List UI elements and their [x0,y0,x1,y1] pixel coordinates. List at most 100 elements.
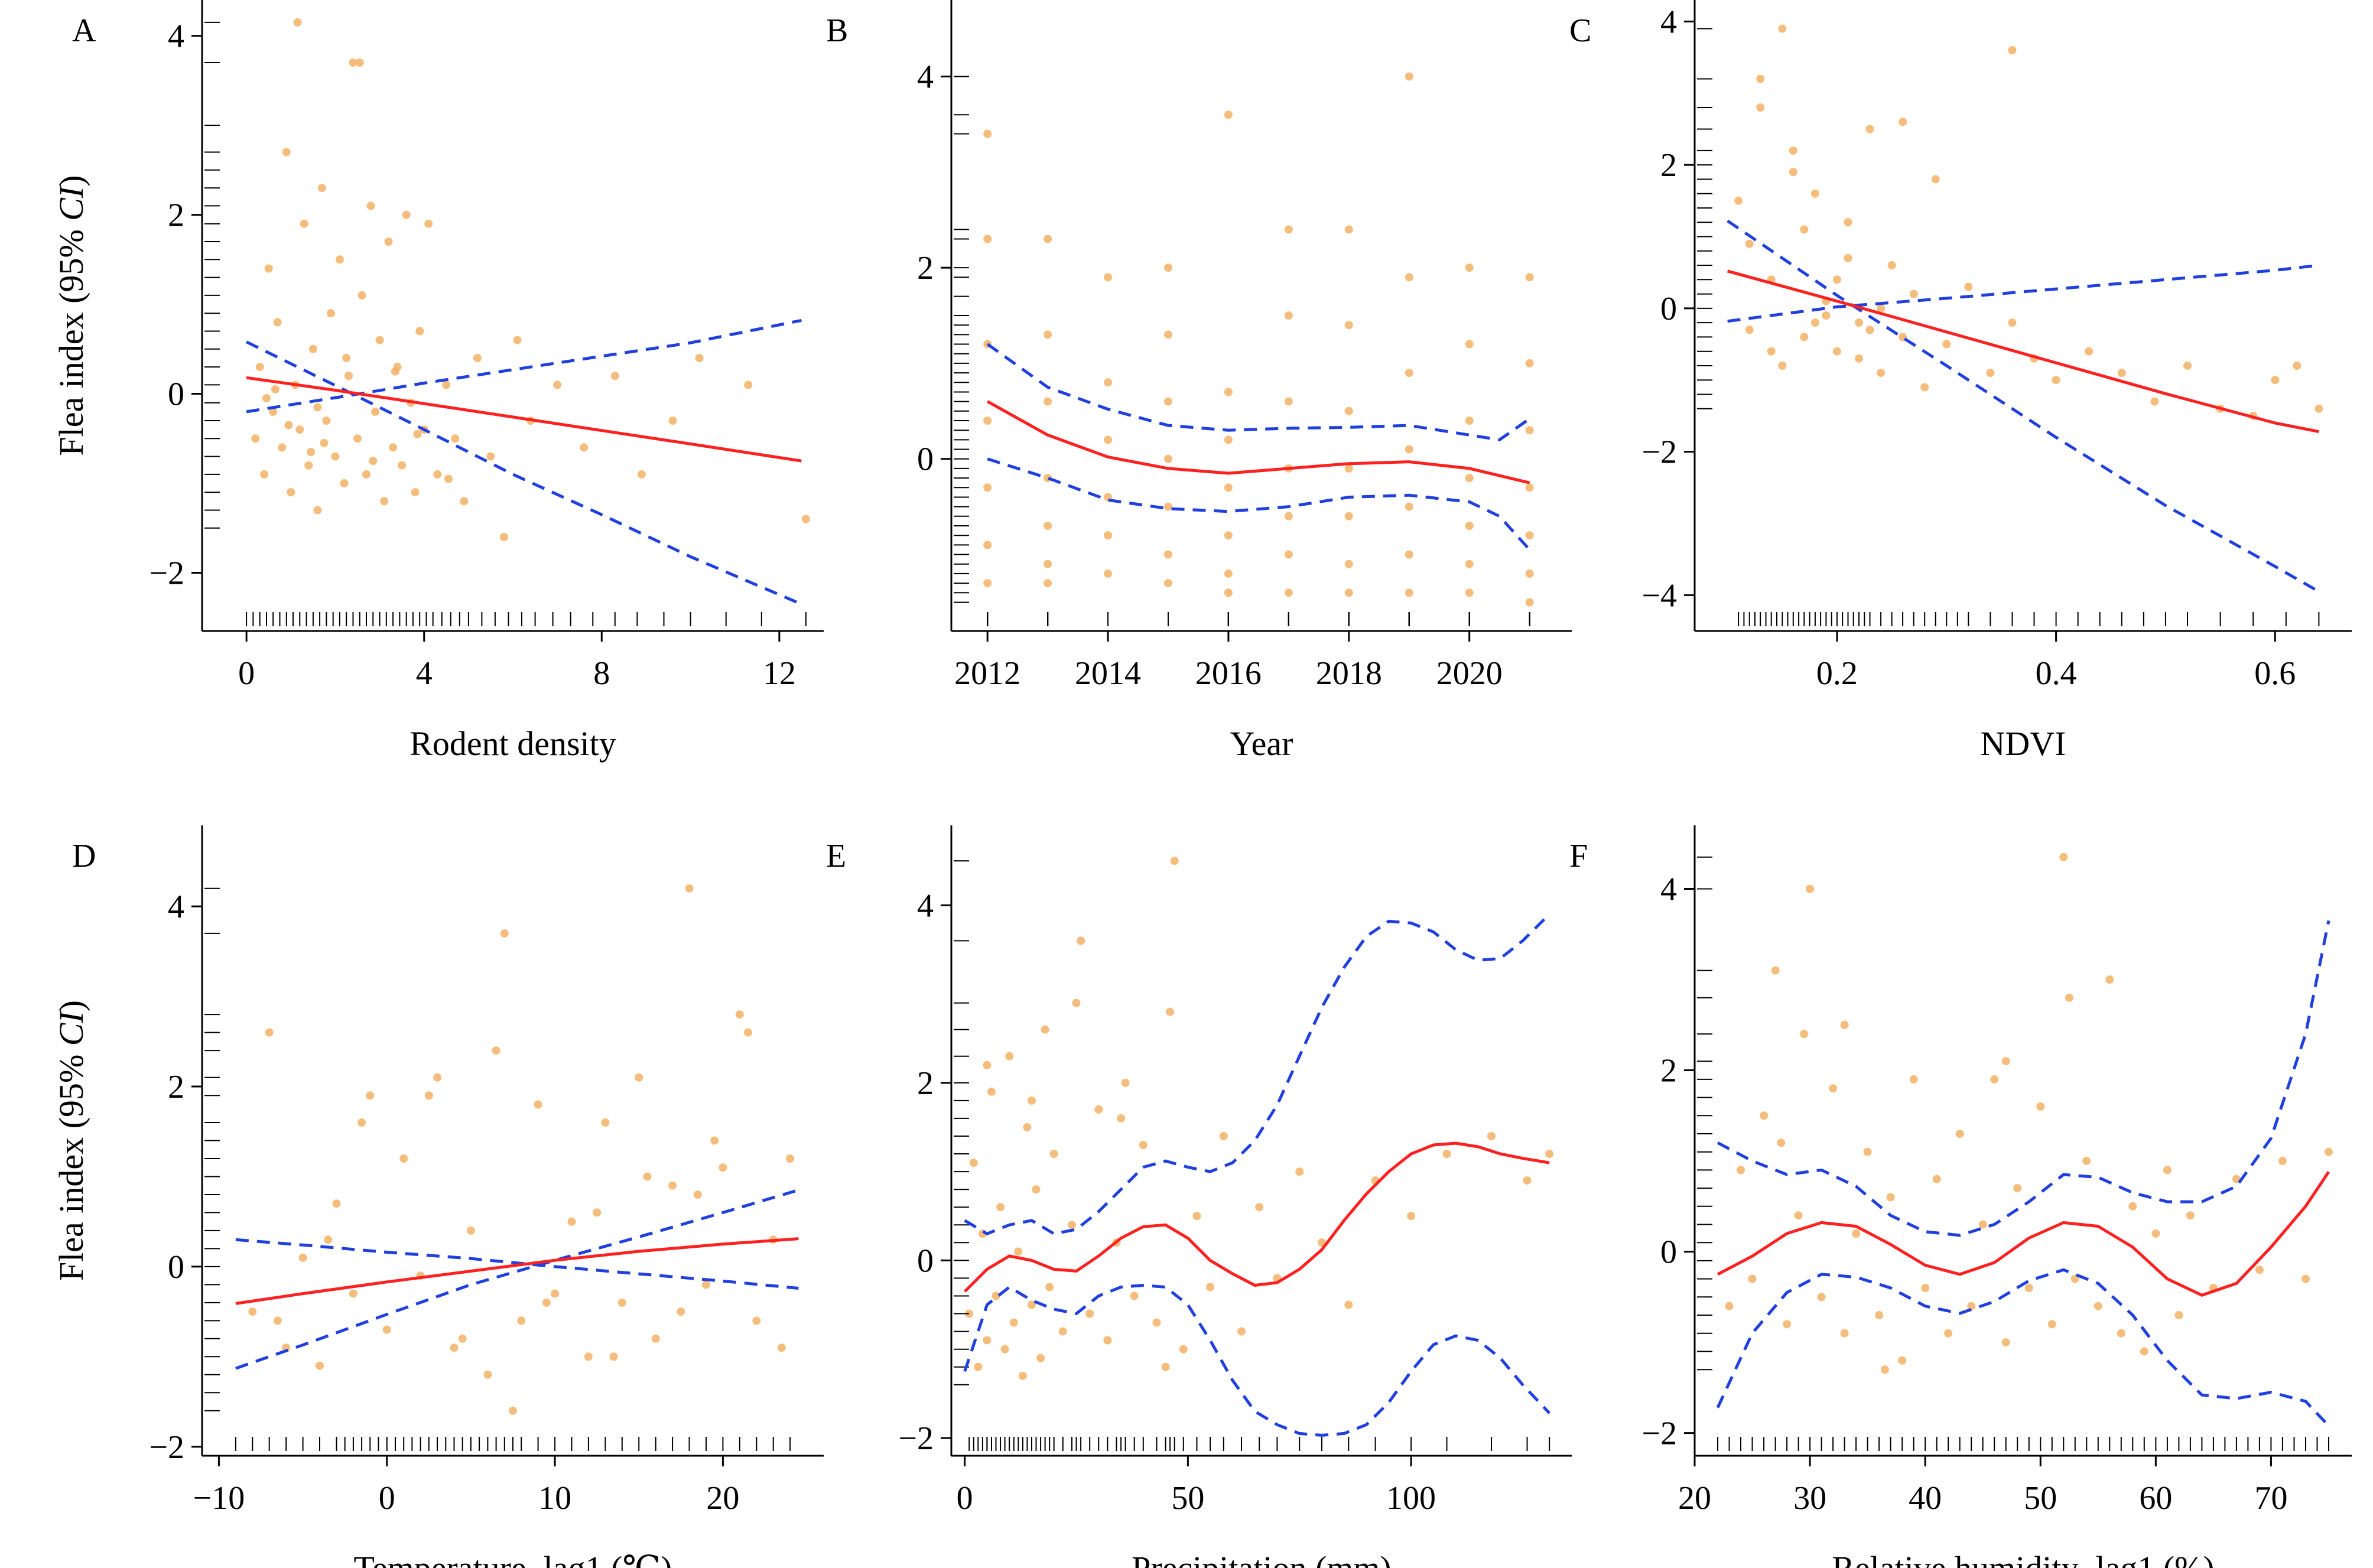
data-point [1224,435,1233,444]
data-point [1164,454,1172,463]
data-point [1523,1176,1532,1185]
data-point [1117,1114,1126,1123]
data-point [1465,417,1474,425]
data-point [380,497,389,506]
data-point [1284,588,1293,597]
data-point [1224,110,1233,119]
x-axis-title: Precipitation (mm) [1132,1549,1392,1568]
data-point [322,417,331,425]
data-point [1284,550,1293,559]
y-tick-label: 4 [168,889,184,925]
data-point [1405,273,1413,282]
data-point [1725,1302,1734,1310]
data-point [1875,1311,1884,1319]
data-point [2008,318,2017,327]
data-point [517,1316,526,1325]
data-point [974,1362,983,1371]
data-point [801,515,810,523]
y-axis-title: Flea index (95% CI) [52,175,90,456]
rug-marks [204,21,807,626]
x-tick-label: 10 [538,1480,571,1517]
data-point [1465,522,1474,530]
data-point [1164,263,1172,272]
data-point [1800,333,1809,341]
y-tick-label: 4 [917,887,934,924]
y-tick-label: 4 [168,18,184,55]
data-point [1130,1292,1139,1300]
y-tick-label: 0 [917,1242,934,1279]
x-tick-label: 0.2 [1816,655,1858,692]
data-point [260,470,269,479]
data-point [1104,569,1112,578]
x-tick-label: 30 [1793,1480,1826,1517]
x-tick-label: 100 [1386,1480,1436,1517]
x-tick-label: 4 [416,655,433,692]
data-point [1023,1123,1032,1131]
data-point [382,1325,391,1334]
fit-line [963,1141,1550,1293]
data-point [1085,1309,1094,1318]
data-point [1806,884,1815,893]
data-point [1899,118,1907,126]
data-point [2117,1329,2125,1338]
data-point [444,474,453,483]
data-point [668,1181,677,1190]
data-point [369,457,378,466]
data-point [1094,1105,1103,1114]
data-point [1794,1211,1803,1220]
data-point [1077,936,1085,945]
data-point [2150,397,2159,406]
data-point [1344,559,1353,568]
data-point [1284,311,1293,320]
data-point [342,354,351,362]
ci-lower-line [245,340,802,606]
data-point [255,363,264,372]
data-point [1164,550,1172,559]
rug-marks [1697,856,2329,1451]
data-point [313,403,322,412]
data-point [1525,598,1534,607]
data-point [2302,1274,2310,1283]
data-point [1855,354,1863,363]
x-tick-label: 2014 [1075,655,1141,692]
ci-upper-line [246,318,802,414]
data-point [2001,1338,2010,1347]
data-point [2105,975,2114,984]
data-point [1880,1365,1889,1374]
data-point [278,443,287,452]
data-point [375,336,384,344]
y-tick-label: 2 [1660,147,1677,184]
y-tick-label: 4 [917,58,934,95]
data-point [1887,261,1896,269]
data-point [553,380,562,389]
data-point [987,1087,996,1096]
ci-lower-line [987,457,1531,551]
y-tick-label: 4 [1660,871,1677,907]
data-point [1840,1020,1849,1029]
data-point [317,184,326,193]
fit-line [235,1237,799,1305]
data-point [1955,1130,1964,1138]
data-point [1942,340,1951,349]
data-point [1284,397,1293,406]
ci-lower-line [963,1283,1551,1437]
y-tick-label: 0 [917,441,934,478]
panel-letter: D [72,838,96,874]
data-point [983,579,992,588]
data-point [1224,483,1233,492]
data-point [2278,1157,2287,1165]
data-point [1103,1336,1112,1345]
data-point [411,488,420,497]
data-point [2059,853,2068,861]
x-tick-label: 8 [593,655,610,692]
data-point [300,219,308,228]
data-point [786,1154,795,1163]
data-point [1855,318,1863,327]
data-point [1771,966,1780,975]
data-point [1164,579,1172,588]
data-point [983,417,992,425]
data-point [458,1334,467,1343]
x-tick-label: 0.4 [2036,655,2077,692]
data-point [1044,397,1052,406]
